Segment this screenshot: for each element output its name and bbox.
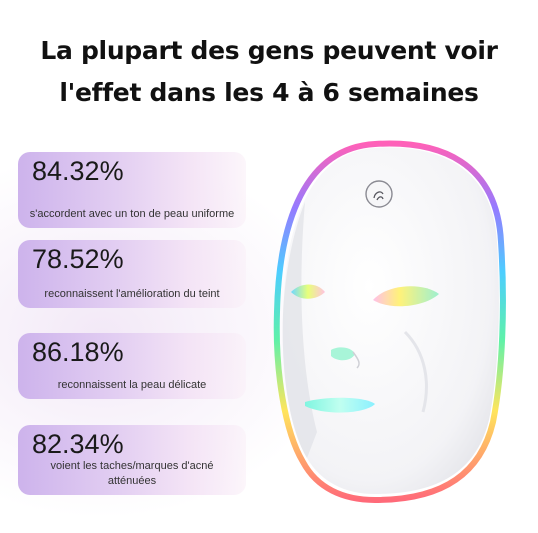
stat-percent: 82.34% <box>32 429 124 459</box>
touch-button-icon <box>373 191 384 201</box>
stat-card-complexion: 78.52% reconnaissent l'amélioration du t… <box>18 240 246 308</box>
stat-description: reconnaissent l'amélioration du teint <box>44 288 220 300</box>
stat-description: reconnaissent la peau délicate <box>57 379 207 391</box>
led-mask-illustration <box>273 140 506 504</box>
headline-line-2: l'effet dans les 4 à 6 semaines <box>59 78 479 107</box>
stat-percent: 86.18% <box>32 337 124 367</box>
stat-description: s'accordent avec un ton de peau uniforme <box>29 208 235 220</box>
stat-card-even-tone: 84.32% s'accordent avec un ton de peau u… <box>18 152 246 228</box>
stat-card-delicate-skin: 86.18% reconnaissent la peau délicate <box>18 333 246 399</box>
stat-percent: 84.32% <box>32 156 124 186</box>
headline-line-1: La plupart des gens peuvent voir <box>40 36 498 65</box>
stat-card-acne-marks: 82.34% voient les taches/marques d'acné … <box>18 425 246 495</box>
headline: La plupart des gens peuvent voir l'effet… <box>0 30 538 114</box>
led-mask-image <box>255 132 525 512</box>
stat-percent: 78.52% <box>32 244 124 274</box>
stat-description: voient les taches/marques d'acné atténué… <box>50 460 214 487</box>
